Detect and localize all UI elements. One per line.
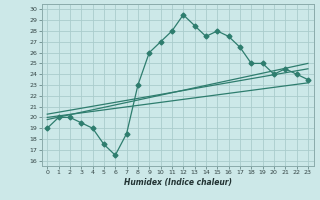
X-axis label: Humidex (Indice chaleur): Humidex (Indice chaleur) — [124, 178, 232, 187]
